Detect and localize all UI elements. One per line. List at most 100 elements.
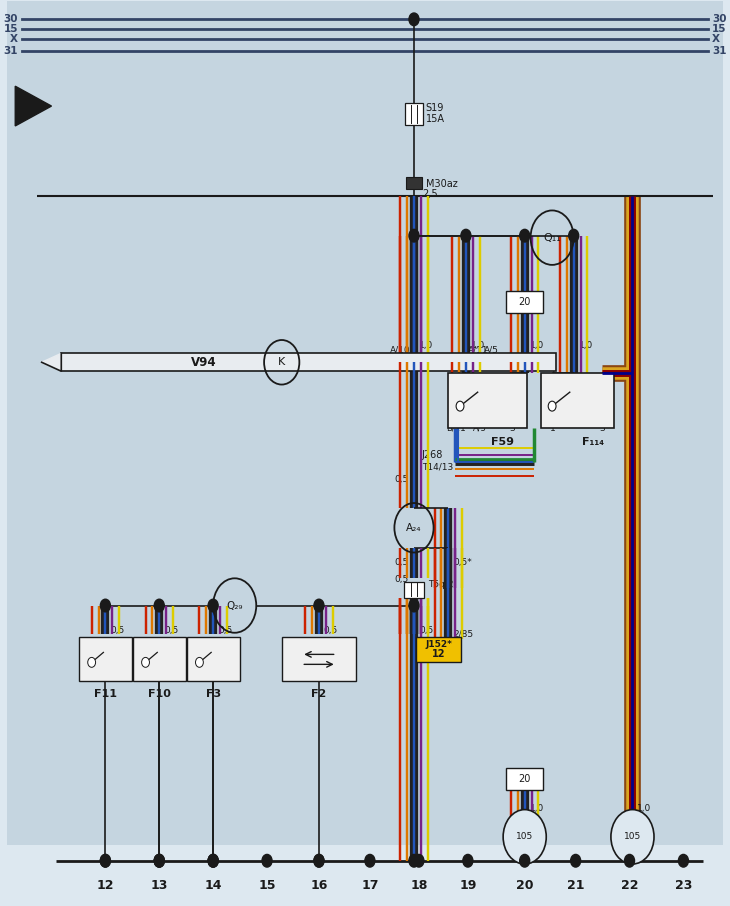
Text: Q₁₁: Q₁₁ [543,233,561,243]
Circle shape [154,854,164,867]
Circle shape [520,229,530,242]
Text: K: K [278,357,285,367]
Circle shape [100,599,110,612]
FancyBboxPatch shape [79,638,132,681]
Text: 2/85: 2/85 [453,630,473,639]
Text: 2: 2 [550,367,556,376]
Text: 0,5: 0,5 [324,626,338,635]
Circle shape [409,854,419,867]
FancyBboxPatch shape [541,372,615,428]
Text: S19: S19 [426,103,444,113]
Circle shape [100,854,110,867]
Text: 0,5: 0,5 [395,558,409,567]
Circle shape [409,229,419,242]
FancyBboxPatch shape [406,177,422,188]
Circle shape [154,854,164,867]
Circle shape [196,658,204,668]
Text: A/10: A/10 [389,346,410,355]
Text: F2: F2 [311,689,326,699]
Circle shape [461,229,471,242]
FancyBboxPatch shape [133,638,185,681]
Text: M30az: M30az [426,178,458,188]
Text: F3: F3 [206,689,220,699]
Text: 0,5: 0,5 [164,626,178,635]
Text: X: X [10,34,18,44]
Circle shape [409,599,419,612]
Text: 0,5: 0,5 [395,575,409,584]
Text: 3: 3 [509,424,515,432]
FancyBboxPatch shape [416,637,461,662]
Polygon shape [15,86,52,126]
Text: 1: 1 [460,424,466,432]
Circle shape [154,854,164,867]
Text: 13: 13 [150,879,168,892]
Text: A/5: A/5 [483,346,499,355]
Text: 0,5: 0,5 [419,626,433,635]
Text: 15: 15 [712,24,726,34]
Text: 0,5*: 0,5* [453,558,472,567]
FancyBboxPatch shape [404,582,424,598]
Circle shape [154,599,164,612]
FancyBboxPatch shape [61,353,556,371]
Text: 0,5: 0,5 [110,626,125,635]
Text: 18: 18 [410,879,428,892]
Text: 1: 1 [550,424,556,432]
Circle shape [208,854,218,867]
Circle shape [314,854,324,867]
FancyBboxPatch shape [506,292,543,313]
Circle shape [678,854,688,867]
Text: F59: F59 [491,437,515,447]
Circle shape [520,854,530,867]
Circle shape [414,854,424,867]
Text: T14/13: T14/13 [422,462,453,471]
Polygon shape [42,353,61,371]
Text: 1,0: 1,0 [471,341,485,350]
Text: 30: 30 [712,14,726,24]
Text: 1,0: 1,0 [529,341,544,350]
Text: 31: 31 [4,46,18,56]
Circle shape [409,13,419,25]
Text: 12: 12 [96,879,114,892]
Circle shape [569,229,579,242]
Circle shape [625,854,634,867]
Circle shape [208,854,218,867]
Text: 21: 21 [567,879,585,892]
FancyBboxPatch shape [506,768,543,790]
Text: F11: F11 [94,689,117,699]
Circle shape [611,810,654,864]
Text: 2: 2 [460,367,466,376]
Text: 105: 105 [516,833,534,842]
Text: 15: 15 [4,24,18,34]
Text: 1,0: 1,0 [579,341,593,350]
Text: 22: 22 [620,879,638,892]
FancyBboxPatch shape [448,372,526,428]
Text: 14: 14 [204,879,222,892]
Circle shape [88,658,96,668]
Circle shape [208,854,218,867]
Text: 20: 20 [518,774,531,784]
Text: 23: 23 [675,879,692,892]
Text: 31: 31 [712,46,726,56]
Text: 16: 16 [310,879,328,892]
Text: B/1: B/1 [446,424,460,432]
Circle shape [456,401,464,411]
Circle shape [365,854,375,867]
Circle shape [262,854,272,867]
Circle shape [314,854,324,867]
Circle shape [571,854,580,867]
Text: X: X [712,34,720,44]
Text: A/5: A/5 [473,424,487,432]
Text: V94: V94 [191,356,216,369]
Circle shape [100,854,110,867]
Circle shape [208,599,218,612]
Text: Q₂₉: Q₂₉ [226,601,243,611]
FancyBboxPatch shape [187,638,239,681]
Text: 2,5: 2,5 [422,188,437,198]
Text: 105: 105 [624,833,641,842]
Text: T5q/2: T5q/2 [428,580,453,589]
Text: 20: 20 [516,879,534,892]
Text: 0,5: 0,5 [395,476,409,485]
Text: 30: 30 [4,14,18,24]
Text: A₂₄: A₂₄ [406,523,422,533]
Text: 17: 17 [361,879,379,892]
